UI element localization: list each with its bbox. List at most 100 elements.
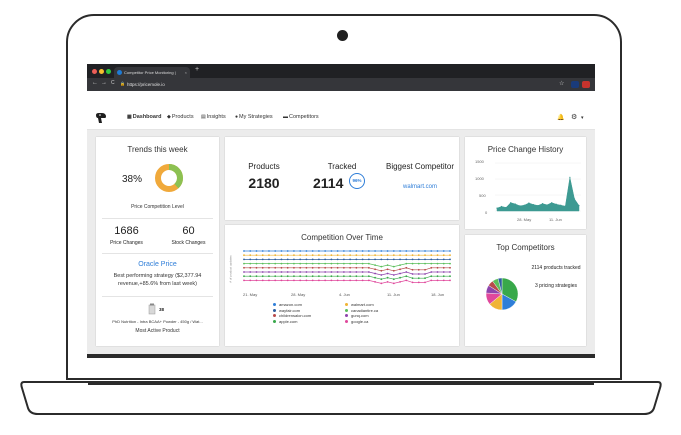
legend-item[interactable]: apple.com [273, 319, 297, 324]
competition-data-point [249, 258, 252, 261]
competition-data-point [405, 279, 408, 282]
most-active-product-name[interactable]: PhD Nutrition - Intra BCAA+ Powder - 450… [112, 319, 203, 324]
competition-data-point [311, 254, 314, 257]
bookmark-star-icon[interactable]: ☆ [559, 81, 565, 87]
competition-data-point [249, 262, 252, 265]
nav-products[interactable]: ◆Products [167, 114, 194, 120]
competition-data-point [342, 279, 345, 282]
legend-item[interactable]: walmart.com [345, 302, 374, 307]
competition-data-point [274, 250, 277, 252]
competition-data-point [399, 272, 401, 275]
price-history-point [532, 204, 535, 206]
minimize-window-icon[interactable] [99, 69, 104, 74]
biggest-competitor-label: Biggest Competitor [385, 162, 455, 171]
competition-data-point [417, 273, 420, 275]
nav-competitors[interactable]: ▬Competitors [283, 114, 319, 120]
competition-data-point [386, 268, 389, 271]
competition-data-point [361, 275, 364, 278]
competition-data-point [405, 266, 408, 269]
competition-data-point [336, 254, 339, 257]
x-tick-label: 11. Jun [549, 217, 562, 222]
pricemole-logo-icon[interactable] [95, 112, 107, 124]
maximize-window-icon[interactable] [106, 69, 111, 74]
profile-icon[interactable] [582, 81, 590, 88]
strategy-icon: ● [235, 114, 239, 120]
competition-data-point [293, 271, 295, 273]
nav-dashboard[interactable]: ▦Dashboard [127, 114, 161, 120]
competition-data-point [392, 254, 395, 257]
competition-data-point [274, 262, 277, 265]
price-history-point [541, 203, 544, 205]
y-tick-label: 1000 [475, 176, 484, 181]
competition-data-point [367, 279, 370, 282]
competition-data-point [411, 268, 414, 271]
competition-data-point [380, 274, 383, 276]
competition-data-point [305, 262, 308, 265]
competition-data-point [411, 254, 414, 257]
competition-data-point [411, 277, 414, 280]
price-history-point [537, 204, 539, 207]
x-tick-label: 4. Jun [339, 292, 350, 297]
legend-item[interactable]: canadiantire.ca [345, 308, 378, 313]
competition-data-point [299, 250, 302, 252]
competition-data-point [417, 277, 420, 280]
competition-data-point [374, 254, 376, 257]
legend-label: gunq.com [351, 313, 369, 318]
competition-data-point [411, 273, 414, 275]
competition-data-point [436, 258, 439, 261]
competition-data-point [280, 262, 283, 265]
reload-icon[interactable]: C [111, 80, 115, 86]
competition-data-point [367, 250, 370, 252]
browser-tab-strip: Competitor Price Monitoring | × + [87, 64, 595, 78]
competition-data-point [361, 254, 364, 257]
nav-my-strategies[interactable]: ●My Strategies [235, 114, 273, 120]
price-history-area-chart [495, 162, 581, 212]
legend-item[interactable]: childrensalon.com [273, 313, 311, 318]
trends-card: Trends this week 38% Price Competition L… [96, 137, 219, 346]
app-top-spacer [87, 91, 595, 107]
tab-close-icon[interactable]: × [184, 70, 187, 75]
price-history-point [496, 207, 498, 209]
competition-data-point [255, 271, 258, 273]
competition-data-point [442, 279, 445, 282]
competition-data-point [299, 262, 302, 265]
competition-data-point [430, 258, 433, 261]
competition-data-point [342, 258, 345, 261]
legend-item[interactable]: wayfair.com [273, 308, 300, 313]
back-icon[interactable]: ← [92, 80, 98, 86]
favicon-icon [117, 70, 122, 75]
address-bar[interactable]: https://pricemole.io [127, 82, 165, 87]
price-history-point [528, 202, 530, 204]
browser-tab[interactable]: Competitor Price Monitoring | × [114, 67, 190, 78]
competition-data-point [442, 266, 445, 269]
competition-data-point [293, 266, 295, 269]
competition-data-point [330, 262, 333, 265]
legend-item[interactable]: google.ca [345, 319, 368, 324]
legend-item[interactable]: amazon.com [273, 302, 302, 307]
chevron-down-icon[interactable]: ▾ [581, 115, 584, 121]
competition-data-point [380, 278, 383, 281]
competition-data-point [449, 266, 451, 269]
nav-insights[interactable]: ▤Insights [201, 114, 226, 120]
legend-item[interactable]: gunq.com [345, 313, 369, 318]
pie-slice[interactable] [497, 277, 503, 295]
competition-data-point [374, 276, 376, 279]
competition-data-point [268, 254, 270, 257]
gear-icon[interactable]: ⚙ [571, 114, 578, 121]
competition-data-point [330, 254, 333, 257]
bell-icon[interactable]: 🔔 [557, 115, 565, 121]
pie-slice[interactable] [501, 277, 519, 302]
competition-data-point [243, 254, 245, 257]
price-history-point [523, 204, 525, 206]
competition-data-point [336, 250, 339, 252]
forward-icon[interactable]: → [101, 80, 107, 86]
close-window-icon[interactable] [92, 69, 97, 74]
products-label: Products [248, 162, 280, 171]
extension-icon[interactable] [571, 81, 579, 88]
competition-data-point [361, 271, 364, 273]
new-tab-button[interactable]: + [195, 66, 200, 73]
oracle-price-link[interactable]: Oracle Price [138, 261, 177, 268]
biggest-competitor-link[interactable]: walmart.com [402, 184, 437, 190]
lock-icon: 🔒 [120, 81, 125, 86]
competition-data-point [355, 279, 358, 282]
